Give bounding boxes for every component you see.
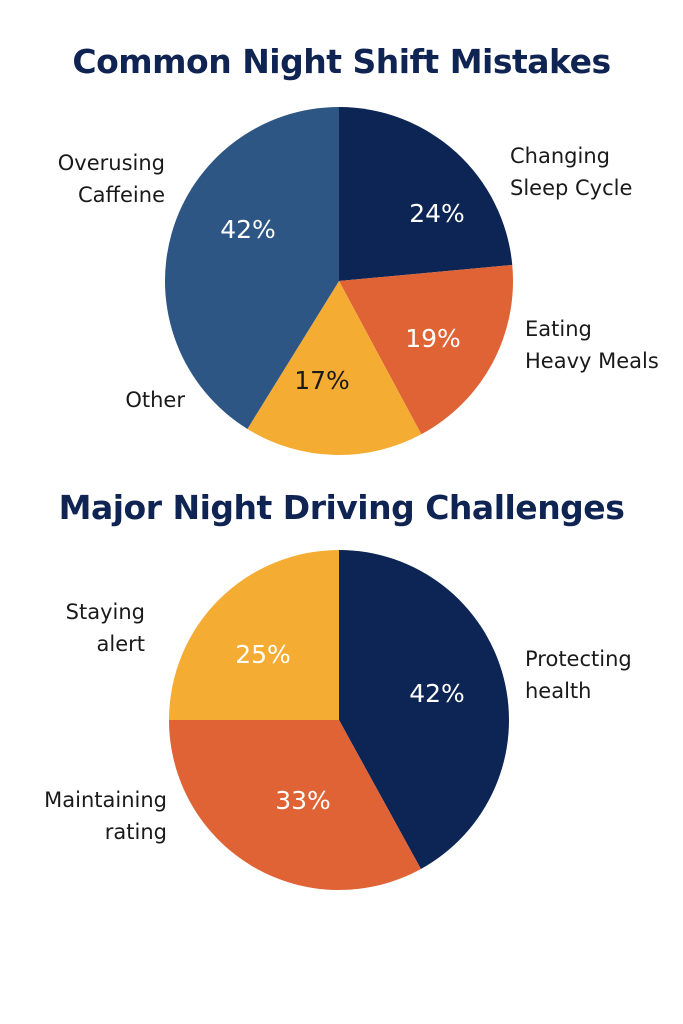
slice-category-label-line: Other [125, 388, 185, 412]
slice-category-label-line: Caffeine [78, 183, 165, 207]
pie-slices [169, 550, 509, 890]
slice-category-label-line: Staying [66, 600, 145, 624]
slice-value-label: 42% [409, 679, 465, 708]
pie-slice [247, 281, 422, 456]
slice-category-label: Staying alert [66, 600, 145, 656]
pie-slice [164, 107, 339, 429]
slice-category-label-line: Heavy Meals [525, 349, 659, 373]
slice-category-label-line: rating [105, 820, 167, 844]
chart-night-driving-challenges: Major Night Driving Challenges 42% Protec… [0, 470, 683, 920]
slice-category-label-line: Eating [525, 317, 592, 341]
pie-slice [169, 550, 339, 720]
chart-title: Major Night Driving Challenges [58, 488, 625, 527]
slice-value-label: 42% [220, 215, 276, 244]
slice-category-label: Protecting health [525, 647, 632, 703]
slice-category-label: Overusing Caffeine [58, 151, 165, 207]
pie-slice [339, 550, 509, 869]
slice-category-label-line: alert [97, 632, 146, 656]
pie-slice [339, 264, 514, 435]
pie-chart-night-driving: 42% Protecting health 33% Maintaining rating 2… [44, 550, 632, 890]
slice-category-label: Changing Sleep Cycle [510, 144, 632, 200]
pie-slice [339, 107, 513, 281]
slice-category-label: Eating Heavy Meals [525, 317, 659, 373]
slice-category-label-line: health [525, 679, 591, 703]
slice-value-label: 24% [409, 199, 465, 228]
slice-value-label: 17% [294, 366, 350, 395]
slice-category-label-line: Sleep Cycle [510, 176, 632, 200]
chart-title: Common Night Shift Mistakes [72, 42, 611, 81]
slice-value-label: 25% [235, 640, 291, 669]
slice-category-label: Maintaining rating [44, 788, 167, 844]
chart-night-shift-mistakes: Common Night Shift Mistakes 24% Changing S… [0, 0, 683, 470]
slice-value-label: 33% [275, 786, 331, 815]
slice-category-label-line: Changing [510, 144, 610, 168]
pie-slice [169, 720, 421, 890]
slice-category-label-line: Maintaining [44, 788, 167, 812]
slice-category-label-line: Overusing [58, 151, 165, 175]
slice-category-label-line: Protecting [525, 647, 632, 671]
pie-chart-night-shift: 24% Changing Sleep Cycle 19% Eating Heavy Mea… [58, 107, 659, 456]
pie-slices [164, 107, 514, 456]
slice-value-label: 19% [405, 324, 461, 353]
slice-category-label: Other [125, 388, 185, 412]
